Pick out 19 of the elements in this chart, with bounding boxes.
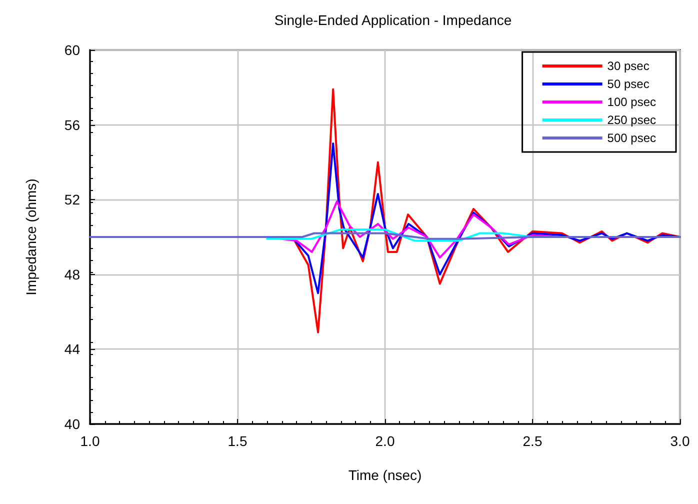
- legend-label: 250 psec: [607, 113, 656, 127]
- x-tick-label: 1.0: [80, 433, 100, 449]
- legend-label: 100 psec: [607, 95, 656, 109]
- y-tick-label: 44: [64, 341, 80, 358]
- legend-label: 50 psec: [607, 77, 650, 91]
- y-tick-label: 60: [64, 42, 80, 58]
- x-tick-label: 2.0: [375, 433, 395, 449]
- x-tick-label: 3.0: [670, 433, 690, 449]
- y-tick-label: 48: [64, 266, 80, 282]
- x-tick-label: 2.5: [522, 433, 542, 449]
- legend-label: 500 psec: [607, 131, 656, 145]
- y-tick-label: 56: [64, 116, 80, 133]
- x-tick-label: 1.5: [228, 433, 248, 449]
- legend-label: 30 psec: [607, 59, 650, 73]
- chart-title: Single-Ended Application - Impedance: [274, 12, 512, 28]
- y-tick-label: 52: [64, 192, 80, 208]
- y-axis-title: Impedance (ohms): [23, 178, 39, 296]
- y-tick-label: 40: [64, 416, 80, 432]
- x-axis-title: Time (nsec): [348, 467, 422, 483]
